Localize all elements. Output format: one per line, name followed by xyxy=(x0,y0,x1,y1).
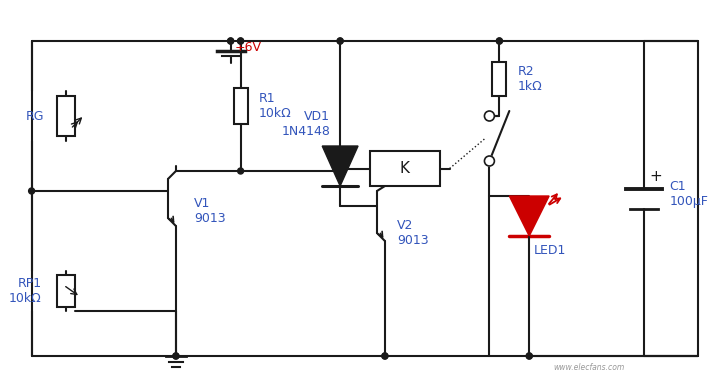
Bar xyxy=(58,96,75,136)
Bar xyxy=(234,88,247,124)
Text: +: + xyxy=(650,169,662,184)
Text: C1
100μF: C1 100μF xyxy=(669,179,708,208)
Circle shape xyxy=(237,38,244,44)
Bar xyxy=(493,61,506,96)
Circle shape xyxy=(485,111,495,121)
Text: VD1
1N4148: VD1 1N4148 xyxy=(281,110,330,138)
Circle shape xyxy=(228,38,234,44)
Circle shape xyxy=(173,353,179,359)
Text: V2
9013: V2 9013 xyxy=(397,219,429,247)
Text: RP1
10kΩ: RP1 10kΩ xyxy=(9,277,42,305)
Circle shape xyxy=(485,156,495,166)
Circle shape xyxy=(496,38,503,44)
Circle shape xyxy=(337,38,343,44)
Text: V1
9013: V1 9013 xyxy=(194,197,226,225)
Text: R1
10kΩ: R1 10kΩ xyxy=(259,92,291,120)
Circle shape xyxy=(228,38,234,44)
Circle shape xyxy=(526,353,532,359)
Polygon shape xyxy=(509,196,549,236)
Circle shape xyxy=(173,353,179,359)
Polygon shape xyxy=(322,146,358,186)
Text: K: K xyxy=(400,161,410,176)
Circle shape xyxy=(337,38,343,44)
Circle shape xyxy=(496,38,503,44)
Circle shape xyxy=(382,353,388,359)
Circle shape xyxy=(382,353,388,359)
Bar xyxy=(58,275,75,307)
Text: +6V: +6V xyxy=(234,40,262,53)
Circle shape xyxy=(526,353,532,359)
Circle shape xyxy=(29,188,35,194)
Circle shape xyxy=(237,168,244,174)
Text: RG: RG xyxy=(26,109,45,123)
Text: LED1: LED1 xyxy=(534,243,567,256)
Text: www.elecfans.com: www.elecfans.com xyxy=(554,362,625,371)
Bar xyxy=(370,151,439,186)
Text: R2
1kΩ: R2 1kΩ xyxy=(517,65,542,93)
Circle shape xyxy=(237,38,244,44)
